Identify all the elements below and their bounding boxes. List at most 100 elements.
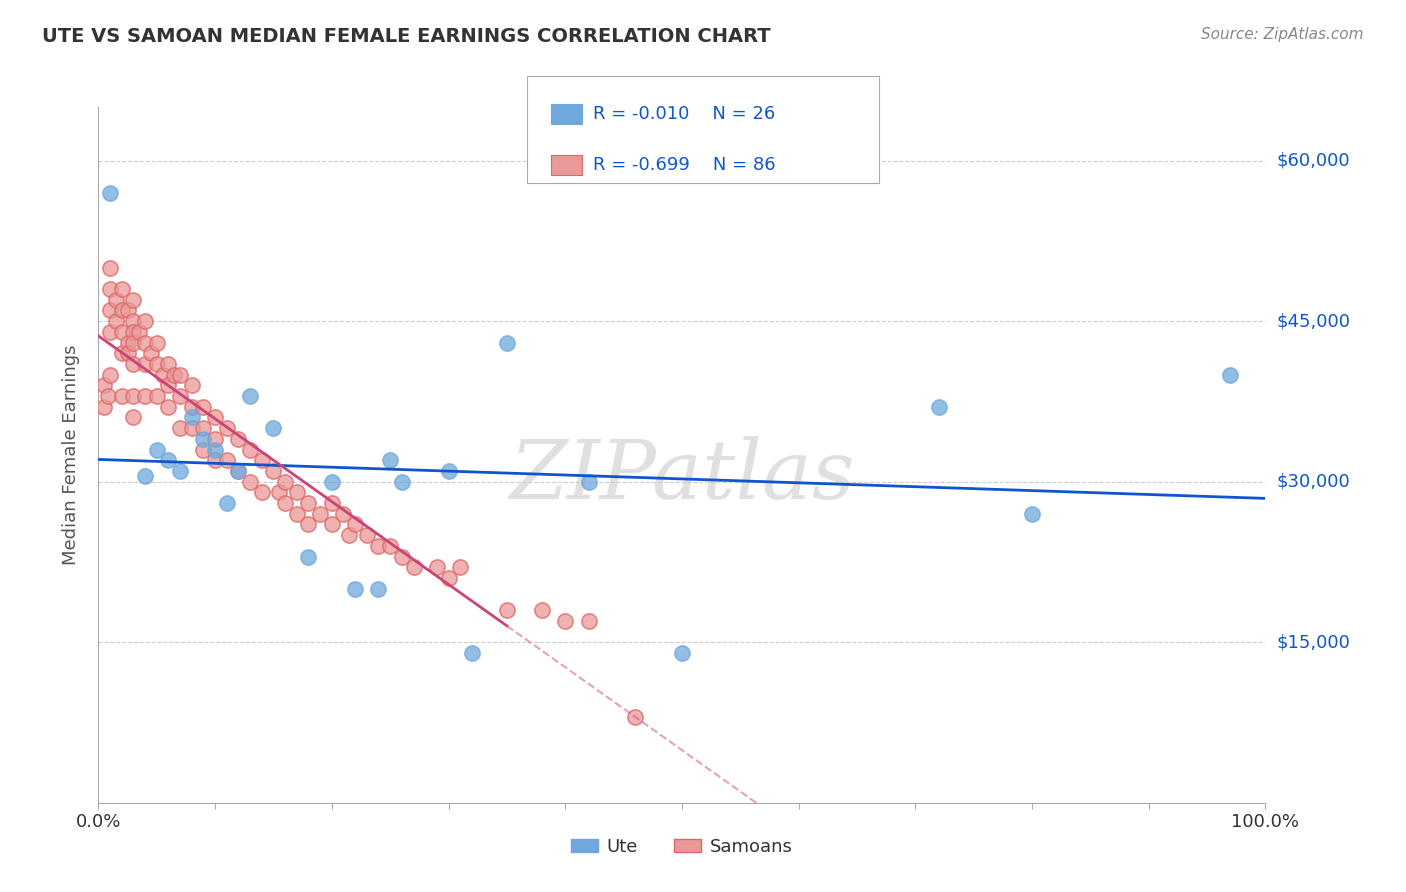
Text: $60,000: $60,000: [1277, 152, 1350, 169]
Point: [98, 186, 121, 200]
Point: [111, 389, 134, 403]
Point: [285, 485, 308, 500]
Point: [530, 603, 553, 617]
Point: [239, 475, 262, 489]
Point: [1021, 507, 1043, 521]
Point: [496, 603, 519, 617]
Point: [204, 442, 226, 457]
Point: [163, 368, 186, 382]
Point: [122, 410, 145, 425]
Text: $30,000: $30,000: [1277, 473, 1350, 491]
Point: [356, 528, 378, 542]
Text: R = -0.010    N = 26: R = -0.010 N = 26: [593, 105, 776, 123]
Text: R = -0.699    N = 86: R = -0.699 N = 86: [593, 156, 776, 174]
Point: [461, 646, 484, 660]
Point: [93, 378, 115, 392]
Point: [117, 346, 139, 360]
Point: [250, 453, 273, 467]
Point: [180, 410, 202, 425]
Point: [321, 475, 343, 489]
Point: [169, 389, 191, 403]
Point: [332, 507, 354, 521]
Point: [169, 368, 191, 382]
Point: [578, 475, 600, 489]
Point: [157, 357, 180, 371]
Point: [391, 549, 413, 564]
Point: [367, 539, 389, 553]
Point: [193, 421, 215, 435]
Text: UTE VS SAMOAN MEDIAN FEMALE EARNINGS CORRELATION CHART: UTE VS SAMOAN MEDIAN FEMALE EARNINGS COR…: [42, 27, 770, 45]
Point: [297, 549, 319, 564]
Point: [554, 614, 576, 628]
Point: [180, 378, 202, 392]
Point: [134, 335, 156, 350]
Point: [321, 517, 343, 532]
Point: [367, 582, 389, 596]
Point: [274, 475, 297, 489]
Point: [262, 421, 284, 435]
Point: [98, 368, 121, 382]
Point: [134, 357, 156, 371]
Point: [128, 325, 150, 339]
Point: [146, 389, 169, 403]
Point: [169, 464, 191, 478]
Point: [215, 453, 238, 467]
Point: [134, 314, 156, 328]
Text: $45,000: $45,000: [1277, 312, 1351, 330]
Point: [157, 378, 180, 392]
Point: [193, 442, 215, 457]
Point: [928, 400, 950, 414]
Y-axis label: Median Female Earnings: Median Female Earnings: [62, 344, 80, 566]
Point: [228, 464, 250, 478]
Point: [122, 335, 145, 350]
Point: [391, 475, 413, 489]
Point: [262, 464, 284, 478]
Point: [93, 400, 115, 414]
Point: [426, 560, 449, 574]
Point: [297, 496, 319, 510]
Point: [437, 571, 460, 585]
Point: [146, 335, 169, 350]
Point: [146, 357, 169, 371]
Point: [344, 582, 367, 596]
Point: [98, 303, 121, 318]
Point: [98, 282, 121, 296]
Point: [117, 303, 139, 318]
Point: [204, 432, 226, 446]
Point: [98, 260, 121, 275]
Point: [117, 335, 139, 350]
Point: [134, 389, 156, 403]
Point: [269, 485, 291, 500]
Point: [122, 357, 145, 371]
Point: [204, 410, 226, 425]
Point: [297, 517, 319, 532]
Point: [239, 442, 262, 457]
Point: [309, 507, 332, 521]
Point: [285, 507, 308, 521]
Point: [134, 469, 156, 483]
Point: [122, 314, 145, 328]
Point: [624, 710, 647, 724]
Point: [111, 346, 134, 360]
Legend: Ute, Samoans: Ute, Samoans: [564, 831, 800, 863]
Point: [180, 421, 202, 435]
Point: [193, 432, 215, 446]
Point: [104, 293, 127, 307]
Point: [496, 335, 519, 350]
Point: [380, 453, 402, 467]
Point: [215, 421, 238, 435]
Point: [239, 389, 262, 403]
Point: [139, 346, 162, 360]
Point: [1219, 368, 1241, 382]
Point: [380, 539, 402, 553]
Point: [146, 442, 169, 457]
Point: [228, 464, 250, 478]
Point: [321, 496, 343, 510]
Point: [193, 400, 215, 414]
Point: [578, 614, 600, 628]
Point: [97, 389, 120, 403]
Point: [449, 560, 471, 574]
Point: [215, 496, 238, 510]
Point: [437, 464, 460, 478]
Text: ZIPatlas: ZIPatlas: [509, 436, 855, 516]
